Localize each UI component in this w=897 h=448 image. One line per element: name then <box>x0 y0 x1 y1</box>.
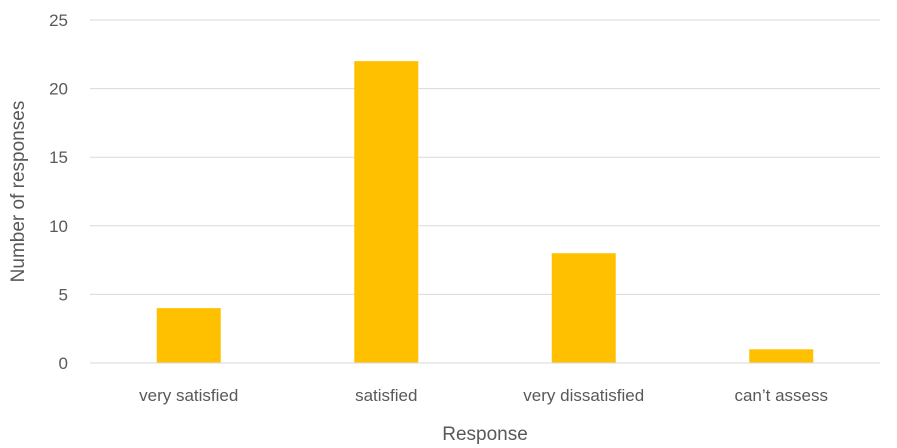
x-tick-label: very dissatisfied <box>523 386 644 405</box>
y-axis-title: Number of responses <box>8 101 29 283</box>
x-tick-label: can’t assess <box>734 386 828 405</box>
bar-2 <box>551 253 616 363</box>
y-tick-label: 25 <box>49 11 68 30</box>
y-tick-label: 15 <box>49 148 68 167</box>
y-tick-label: 0 <box>59 354 68 373</box>
x-tick-label: satisfied <box>355 386 417 405</box>
bars <box>156 61 814 363</box>
y-tick-label: 5 <box>59 285 68 304</box>
bar-0 <box>156 308 221 363</box>
gridlines <box>90 19 880 295</box>
y-axis-ticks: 0 5 10 15 20 25 <box>49 11 68 373</box>
y-tick-label: 10 <box>49 217 68 236</box>
y-tick-label: 20 <box>49 80 68 99</box>
bar-1 <box>354 61 419 363</box>
x-tick-label: very satisfied <box>139 386 238 405</box>
x-axis-ticks: very satisfied satisfied very dissatisfied… <box>139 386 828 405</box>
bar-3 <box>749 349 814 363</box>
x-axis-title: Response <box>442 424 528 445</box>
